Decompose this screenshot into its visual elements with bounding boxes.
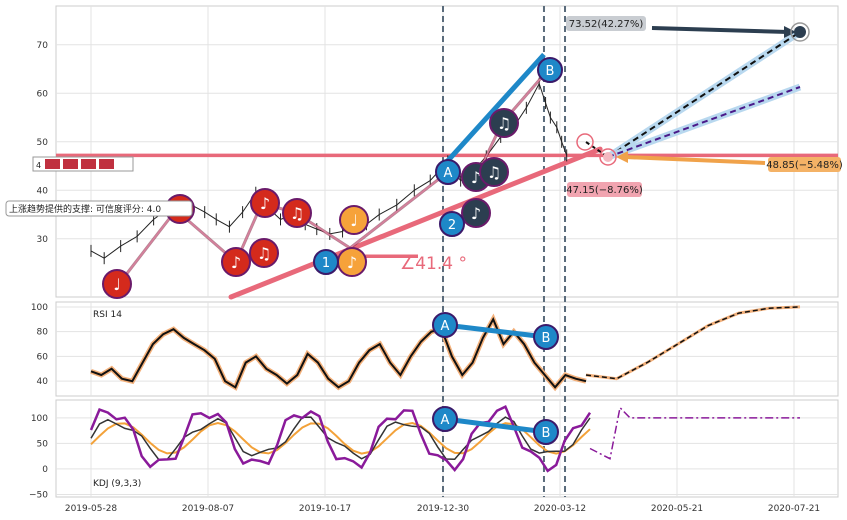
axis-ticks: 2019-05-28 2019-08-07 2019-10-17 2019-12-30…: [29, 41, 820, 514]
pattern-point-1: [313, 249, 339, 275]
row-legend-icon: [81, 159, 96, 169]
support-annotation-box: [5, 200, 193, 217]
kdj-label: KDJ (9,3,3): [93, 479, 141, 489]
x-tick-label: 2020-05-21: [651, 504, 703, 514]
note-icon-orange: [339, 205, 369, 235]
note-icon-red: [221, 247, 251, 277]
price-y-tick-label: 70: [37, 41, 49, 51]
price-panel: [55, 5, 839, 298]
note-icon-red-glyph: ♫: [257, 244, 271, 263]
rsi-y-tick-label: 60: [37, 352, 49, 362]
wave-pattern-highlight: [117, 69, 549, 286]
note-icon-dark-glyph: ♫: [487, 163, 501, 182]
price-y-tick-label: 60: [37, 89, 49, 99]
row-legend-icon: [99, 159, 114, 169]
target-ring-mid: [576, 133, 594, 151]
target-ring-lower: [599, 148, 617, 166]
x-tick-label: 2020-03-12: [534, 504, 586, 514]
x-tick-label: 2019-05-28: [65, 504, 118, 514]
note-icon-dark: [479, 157, 509, 187]
note-icon-red: [282, 198, 312, 228]
note-icon-red-glyph: ♪: [260, 194, 270, 213]
note-icon-orange-glyph: ♩: [350, 211, 358, 230]
x-tick-label: 2019-12-30: [417, 504, 470, 514]
kdj-y-tick-label: 0: [42, 465, 48, 475]
note-icon-dark-glyph: ♪: [471, 168, 481, 187]
chart-labels: ∠41.4 ° 73.52(42.27%) 48.85(−5.48%) 47.15(−…: [5, 16, 843, 489]
kdj-point-B-text: B: [542, 426, 551, 441]
row-legend-icon: [45, 159, 60, 169]
pattern-point-1-text: 1: [322, 256, 330, 271]
kdj-k-line: [90, 416, 591, 461]
rsi-line: [90, 317, 587, 389]
target-arrowhead-up: [784, 26, 796, 38]
kdj-point-B: [533, 419, 559, 445]
pattern-point-B-text: B: [546, 64, 555, 79]
ab-up-line: [441, 52, 546, 168]
target-dot-lower: [603, 152, 613, 162]
price-y-tick-label: 40: [37, 186, 49, 196]
projection-upper-line: [607, 31, 801, 158]
kdj-j-line: [89, 404, 592, 473]
kdj-y-tick-label: 50: [37, 439, 49, 449]
x-tick-label: 2019-08-07: [182, 504, 234, 514]
rsi-y-tick-label: 80: [37, 328, 49, 338]
note-icon-dark-glyph: ♫: [497, 114, 511, 133]
rsi-point-B: [533, 324, 559, 350]
target-arrow-down: [624, 155, 766, 165]
target-label-upper-box: [566, 16, 646, 31]
pattern-point-2-text: 2: [448, 218, 456, 233]
support-value-label-box: [567, 182, 642, 197]
price-y-tick-label: 50: [37, 138, 49, 148]
rsi-forecast: [585, 306, 801, 380]
pattern-point-2: [439, 211, 465, 237]
rsi-point-A: [432, 312, 458, 338]
rsi-label: RSI 14: [93, 310, 122, 320]
target-label-lower-box: [768, 157, 841, 172]
note-icon-red: [250, 188, 280, 218]
pattern-point-A-text: A: [444, 166, 453, 181]
note-icon-red-glyph: ♫: [290, 204, 304, 223]
note-icon-red: [102, 269, 132, 299]
note-icon-red: [249, 238, 279, 268]
target-label-lower: 48.85(−5.48%): [766, 160, 843, 171]
kdj-y-tick-label: −50: [29, 490, 48, 500]
kdj-point-A: [432, 406, 458, 432]
note-icon-orange-glyph: ♪: [347, 253, 357, 272]
kdj-point-A-text: A: [441, 413, 450, 428]
target-ring-upper: [790, 22, 810, 42]
trend-line: [228, 146, 603, 300]
note-icon-dark: [461, 198, 491, 228]
angle-label: ∠41.4 °: [400, 254, 467, 274]
target-arrowhead-down: [616, 151, 628, 163]
note-icon-red-glyph: ♪: [231, 253, 241, 272]
support-annotation: 上涨趋势提供的支撑: 可信度评分: 4.0: [9, 203, 161, 215]
rsi-ab-line: [444, 322, 547, 340]
rsi-y-tick-label: 100: [31, 303, 48, 313]
kdj-y-tick-label: 100: [31, 414, 48, 424]
target-dot-upper: [794, 26, 806, 38]
projection-lower-line: [607, 86, 801, 158]
note-icon-dark-glyph: ♪: [471, 204, 481, 223]
support-value-label: 47.15(−8.76%): [566, 185, 643, 196]
pattern-point-B: [537, 57, 563, 83]
kdj-d-line: [90, 421, 591, 455]
row-legend-prefix: 4: [36, 161, 41, 170]
row-legend-icon: [63, 159, 78, 169]
note-icon-dark: [489, 108, 519, 138]
rsi-point-B-text: B: [542, 331, 551, 346]
note-icon-red-glyph: ♩: [113, 275, 121, 294]
rsi-y-tick-label: 40: [37, 377, 49, 387]
kdj-forecast: [589, 406, 800, 460]
x-tick-label: 2020-07-21: [768, 504, 820, 514]
pattern-point-A: [435, 159, 461, 185]
target-arrow-up: [651, 26, 789, 34]
target-label-upper: 73.52(42.27%): [569, 19, 644, 30]
kdj-ab-line: [444, 416, 547, 435]
price-y-tick-label: 30: [37, 235, 49, 245]
rsi-point-A-text: A: [441, 319, 450, 334]
x-tick-label: 2019-10-17: [299, 504, 351, 514]
